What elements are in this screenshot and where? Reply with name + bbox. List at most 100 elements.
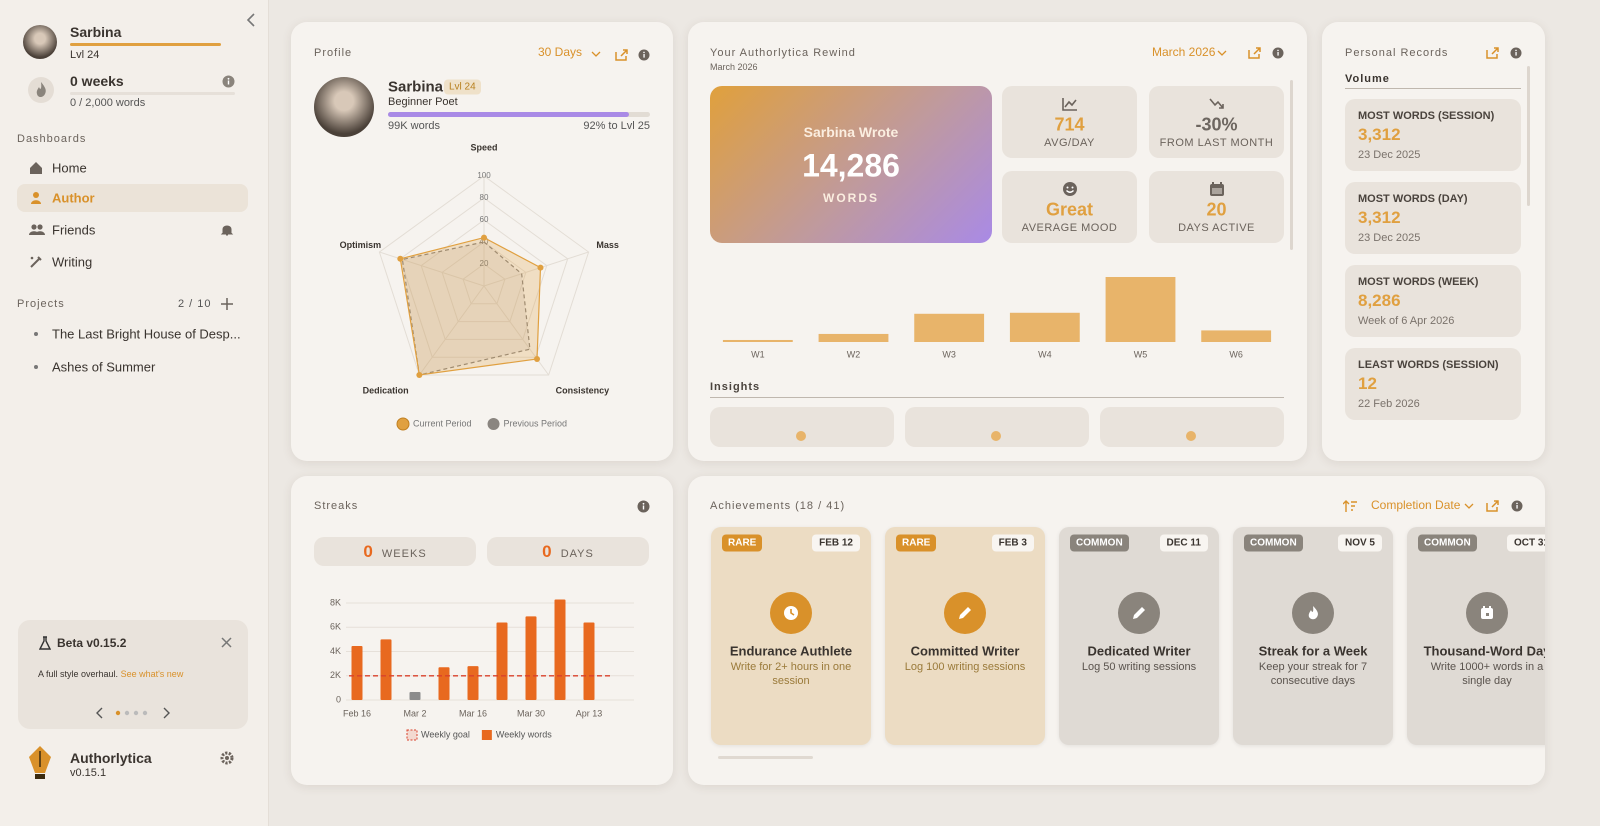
achievement-card[interactable]: COMMON OCT 31 Thousand-Word Day Write 1000+… (1407, 527, 1545, 745)
stat-card: Great AVERAGE MOOD (1002, 171, 1137, 243)
legend-label: Weekly goal (421, 729, 470, 739)
period-select[interactable]: March 2026 (1152, 45, 1216, 59)
close-icon[interactable] (221, 637, 232, 648)
insight-card[interactable] (710, 407, 894, 447)
achievement-card[interactable]: COMMON DEC 11 Dedicated Writer Log 50 writi… (1059, 527, 1219, 745)
y-tick-label: 4K (330, 646, 341, 656)
beta-text: A full style overhaul. (38, 669, 119, 679)
profile-name: Sarbina (388, 78, 444, 96)
bar (554, 599, 566, 700)
achievement-title: Dedicated Writer (1087, 643, 1191, 659)
record-value: 8,286 (1358, 291, 1401, 310)
nav-label: Author (52, 190, 95, 206)
divider (1345, 88, 1521, 89)
scrollbar (1290, 80, 1293, 250)
scrollbar (718, 756, 813, 759)
card-actions[interactable] (1486, 46, 1526, 60)
stat-card: 20 DAYS ACTIVE (1149, 171, 1284, 243)
stat-icon (1062, 98, 1077, 111)
x-tick-label: W1 (751, 349, 765, 359)
insight-card[interactable] (1100, 407, 1284, 447)
info-icon[interactable] (222, 75, 235, 88)
nav-item[interactable]: Friends (17, 216, 248, 244)
radar-chart: 20406080100SpeedMassConsistencyDedicatio… (340, 142, 619, 431)
progress-bar (388, 112, 630, 117)
streak-progress: 0 / 2,000 words (70, 97, 146, 109)
streaks-chart: 0 2K 4K 6K 8K Feb 16 Mar 2 Mar 16 Mar 30 Apr 13 We… (330, 597, 634, 741)
card-title: Personal Records (1345, 47, 1449, 59)
achievement-date: OCT 31 (1506, 534, 1545, 552)
add-project[interactable] (221, 298, 233, 310)
hero-unit: WORDS (823, 191, 879, 205)
achievement-card[interactable]: RARE FEB 12 Endurance Authlete Write for 2+… (711, 527, 871, 745)
achievement-title: Endurance Authlete (729, 643, 853, 659)
app-logo (29, 746, 51, 779)
legend-swatch (481, 730, 492, 740)
beta-link[interactable]: See what's new (120, 669, 184, 679)
streak-bar (70, 92, 235, 95)
insights-label: Insights (710, 381, 761, 393)
records-card: Personal Records Volume MOST WORDS (SESS… (1322, 22, 1545, 461)
stat-icon (1209, 98, 1224, 109)
legend-label: Current Period (413, 418, 472, 428)
achievement-desc: Write for 2+ hours in one session (730, 661, 852, 687)
bar (914, 313, 985, 342)
nav-item[interactable]: Author (17, 184, 248, 212)
bar (351, 645, 363, 700)
achievement-date: NOV 5 (1337, 534, 1382, 552)
level-badge: Lvl 24 (444, 79, 481, 95)
period-select[interactable]: 30 Days (538, 45, 583, 59)
rarity-badge: RARE (722, 534, 763, 552)
axis-label: Consistency (556, 386, 610, 396)
record-card: MOST WORDS (DAY) 3,312 23 Dec 2025 (1345, 182, 1521, 254)
profile-role: Beginner Poet (388, 96, 458, 108)
nav-item[interactable]: Home (17, 154, 248, 182)
stat-icon (1210, 182, 1224, 196)
record-label: LEAST WORDS (SESSION) (1358, 359, 1499, 371)
axis-label: Speed (470, 142, 497, 152)
grid-ring (399, 197, 569, 358)
project-item[interactable]: Ashes of Summer (52, 359, 156, 375)
user-level: Lvl 24 (70, 49, 100, 61)
achievement-icon (1118, 592, 1160, 634)
achievements-card: Achievements (18 / 41) Completion Date R… (688, 476, 1545, 785)
collapse-icon[interactable] (244, 12, 258, 28)
record-card: MOST WORDS (SESSION) 3,312 23 Dec 2025 (1345, 99, 1521, 171)
bar (1009, 312, 1080, 342)
nav-label: Home (52, 160, 87, 176)
stat-value: Great (1045, 199, 1094, 220)
radar-point (537, 264, 544, 271)
x-tick-label: Mar 30 (517, 708, 545, 718)
hero-card: Sarbina Wrote 14,286 WORDS (710, 86, 992, 243)
carousel[interactable] (96, 706, 170, 720)
record-date: 22 Feb 2026 (1358, 398, 1420, 410)
card-actions[interactable] (1464, 499, 1524, 513)
card-actions[interactable] (1217, 46, 1287, 60)
sort-icon[interactable] (1343, 499, 1357, 513)
achievement-card[interactable]: COMMON NOV 5 Streak for a Week Keep your st… (1233, 527, 1393, 745)
app-name: Authorlytica (70, 750, 152, 766)
nav-item[interactable]: Writing (17, 248, 248, 276)
nav-label: Writing (52, 254, 93, 270)
project-item[interactable]: The Last Bright House of Desp... (52, 326, 241, 342)
legend-label: Weekly words (496, 729, 552, 739)
info-icon[interactable] (637, 500, 650, 513)
axis-label: Mass (596, 240, 619, 250)
card-actions[interactable] (591, 48, 651, 62)
settings-icon[interactable] (220, 751, 234, 765)
achievement-title: Committed Writer (910, 643, 1020, 659)
progress-label: 92% to Lvl 25 (583, 120, 650, 132)
achievement-card[interactable]: RARE FEB 3 Committed Writer Log 100 writing… (885, 527, 1045, 745)
achievement-desc: Log 100 writing sessions (904, 661, 1026, 673)
y-tick-label: 2K (330, 670, 341, 680)
sort-select[interactable]: Completion Date (1371, 498, 1461, 512)
project-count: 2 / 10 (178, 298, 212, 310)
avatar[interactable] (23, 25, 57, 59)
achievement-icon (944, 592, 986, 634)
rarity-badge: RARE (896, 534, 937, 552)
axis-label: Dedication (363, 386, 409, 396)
sidebar: Sarbina Lvl 24 0 weeks 0 / 2,000 words D… (0, 0, 269, 826)
streak-unit: WEEKS (381, 548, 427, 560)
insight-card[interactable] (905, 407, 1089, 447)
project-bullet (34, 332, 38, 336)
